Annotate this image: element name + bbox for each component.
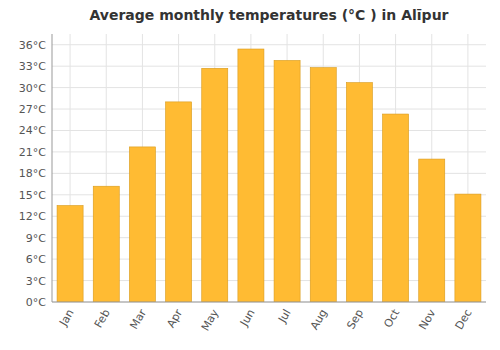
y-tick-label: 30°C <box>19 82 46 95</box>
x-tick-label: Oct <box>381 306 402 330</box>
x-tick-label: Aug <box>308 307 330 332</box>
bar[interactable] <box>166 102 192 302</box>
y-tick-label: 15°C <box>19 189 46 202</box>
x-tick-label: Apr <box>164 307 185 330</box>
x-tick-label: Feb <box>92 307 113 330</box>
x-tick-label: Jun <box>237 307 257 329</box>
bar[interactable] <box>57 206 83 302</box>
bar[interactable] <box>129 147 155 302</box>
bar[interactable] <box>238 49 264 302</box>
y-tick-label: 0°C <box>26 296 46 309</box>
bar[interactable] <box>346 83 372 302</box>
x-tick-label: May <box>199 307 222 334</box>
y-tick-label: 27°C <box>19 103 46 116</box>
bar[interactable] <box>455 194 481 302</box>
y-axis-line <box>52 34 53 302</box>
x-tick-label: Mar <box>127 307 149 332</box>
y-grid-line <box>52 302 486 303</box>
y-grid-line <box>52 109 486 110</box>
x-tick-label: Sep <box>344 307 366 331</box>
bar[interactable] <box>93 186 119 302</box>
y-grid-line <box>52 87 486 88</box>
bar[interactable] <box>202 68 228 302</box>
bar[interactable] <box>383 114 409 302</box>
y-tick-label: 36°C <box>19 39 46 52</box>
x-tick-label: Jul <box>275 307 293 326</box>
y-tick-label: 6°C <box>26 253 46 266</box>
bar[interactable] <box>310 68 336 302</box>
y-tick-label: 3°C <box>26 275 46 288</box>
bar[interactable] <box>274 60 300 302</box>
x-axis-line <box>52 302 486 303</box>
y-grid-line <box>52 130 486 131</box>
bars <box>57 49 481 302</box>
y-tick-label: 12°C <box>19 210 46 223</box>
bar[interactable] <box>419 159 445 302</box>
y-tick-label: 18°C <box>19 167 46 180</box>
y-tick-label: 24°C <box>19 124 46 137</box>
y-tick-label: 21°C <box>19 146 46 159</box>
x-tick-label: Dec <box>453 307 475 332</box>
y-tick-label: 33°C <box>19 60 46 73</box>
chart-svg: Average monthly temperatures (°C ) in Al… <box>0 0 500 350</box>
y-grid-line <box>52 151 486 152</box>
grid <box>52 34 486 302</box>
y-tick-label: 9°C <box>26 232 46 245</box>
chart-container: Average monthly temperatures (°C ) in Al… <box>0 0 500 350</box>
chart-title: Average monthly temperatures (°C ) in Al… <box>89 7 448 23</box>
x-tick-label: Nov <box>416 307 438 333</box>
y-grid-line <box>52 66 486 67</box>
y-grid-line <box>52 44 486 45</box>
x-tick-label: Jan <box>56 307 76 329</box>
